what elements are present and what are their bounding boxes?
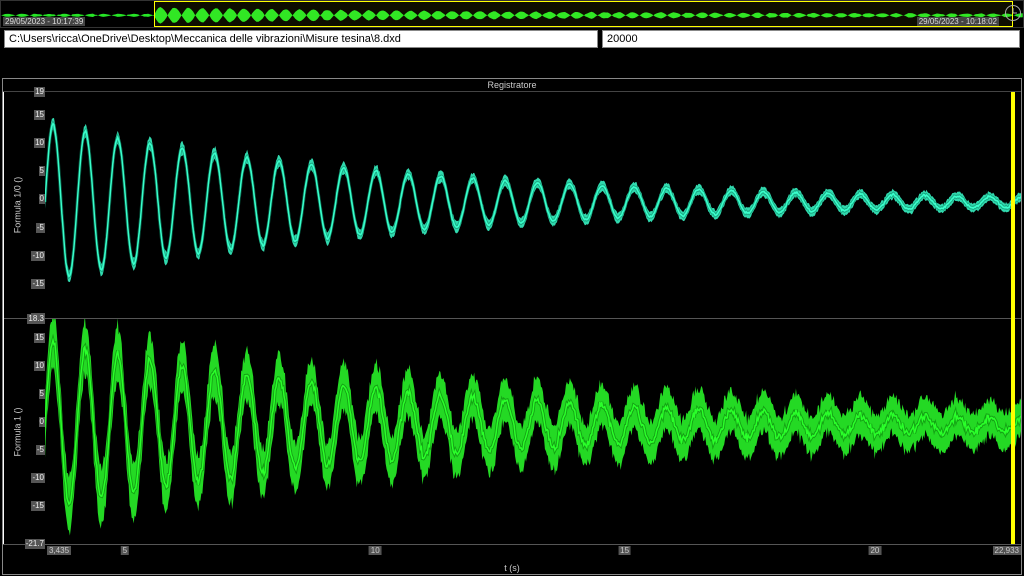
x-axis: 3,435 5 10 15 20 22,933 bbox=[3, 544, 1021, 562]
y-tick: -5 bbox=[36, 445, 45, 455]
y-tick: -10 bbox=[31, 473, 45, 483]
spacer bbox=[0, 50, 1024, 78]
x-tick: 20 bbox=[868, 546, 881, 555]
y-tick: -15 bbox=[31, 279, 45, 289]
y-tick: 15 bbox=[34, 110, 45, 120]
input-row bbox=[0, 28, 1024, 50]
x-tick: 3,435 bbox=[47, 546, 71, 555]
recorder-panel: Registratore Formula 1/0 ()19151050-5-10… bbox=[2, 78, 1022, 575]
overview-time-start: 29/05/2023 - 10:17:39 bbox=[3, 17, 85, 26]
y-ticks: 18.3151050-5-10-15-21.7 bbox=[31, 319, 45, 544]
plot-panel-0[interactable]: Formula 1/0 ()19151050-5-10-15-21 bbox=[3, 92, 1021, 318]
yellow-marker[interactable] bbox=[1011, 92, 1015, 544]
plot-panel-1[interactable]: Formula 1 ()18.3151050-5-10-15-21.7 bbox=[3, 318, 1021, 544]
x-tick: 22,933 bbox=[993, 546, 1021, 555]
x-tick: 5 bbox=[121, 546, 129, 555]
y-tick: -15 bbox=[31, 501, 45, 511]
overview-selection[interactable] bbox=[154, 1, 1012, 27]
y-ticks: 19151050-5-10-15-21 bbox=[31, 92, 45, 318]
plot-area[interactable] bbox=[45, 319, 1021, 544]
y-tick: -10 bbox=[31, 251, 45, 261]
y-tick: 15 bbox=[34, 333, 45, 343]
y-tick: 10 bbox=[34, 361, 45, 371]
y-tick: -5 bbox=[36, 223, 45, 233]
waveform bbox=[45, 319, 1021, 544]
y-tick: 18.3 bbox=[27, 314, 45, 324]
plot-area[interactable] bbox=[45, 92, 1021, 318]
cursor-right[interactable] bbox=[3, 92, 4, 544]
x-tick: 10 bbox=[369, 546, 382, 555]
clock-icon[interactable] bbox=[1005, 5, 1021, 21]
y-tick: 19 bbox=[34, 87, 45, 97]
overview-strip[interactable]: 29/05/2023 - 10:17:39 29/05/2023 - 10:18… bbox=[0, 0, 1024, 28]
overview-time-end: 29/05/2023 - 10:18:02 bbox=[917, 17, 999, 26]
y-axis-label: Formula 1 () bbox=[3, 319, 31, 544]
plots-container: Formula 1/0 ()19151050-5-10-15-21Formula… bbox=[3, 92, 1021, 544]
y-tick: 10 bbox=[34, 138, 45, 148]
x-tick: 15 bbox=[618, 546, 631, 555]
y-axis-label: Formula 1/0 () bbox=[3, 92, 31, 318]
recorder-title: Registratore bbox=[3, 79, 1021, 92]
waveform bbox=[45, 92, 1021, 318]
y-tick: -21.7 bbox=[25, 539, 45, 549]
x-axis-track: 3,435 5 10 15 20 22,933 bbox=[47, 545, 1021, 562]
file-path-input[interactable] bbox=[4, 30, 598, 48]
numeric-input[interactable] bbox=[602, 30, 1020, 48]
x-axis-label: t (s) bbox=[3, 562, 1021, 574]
